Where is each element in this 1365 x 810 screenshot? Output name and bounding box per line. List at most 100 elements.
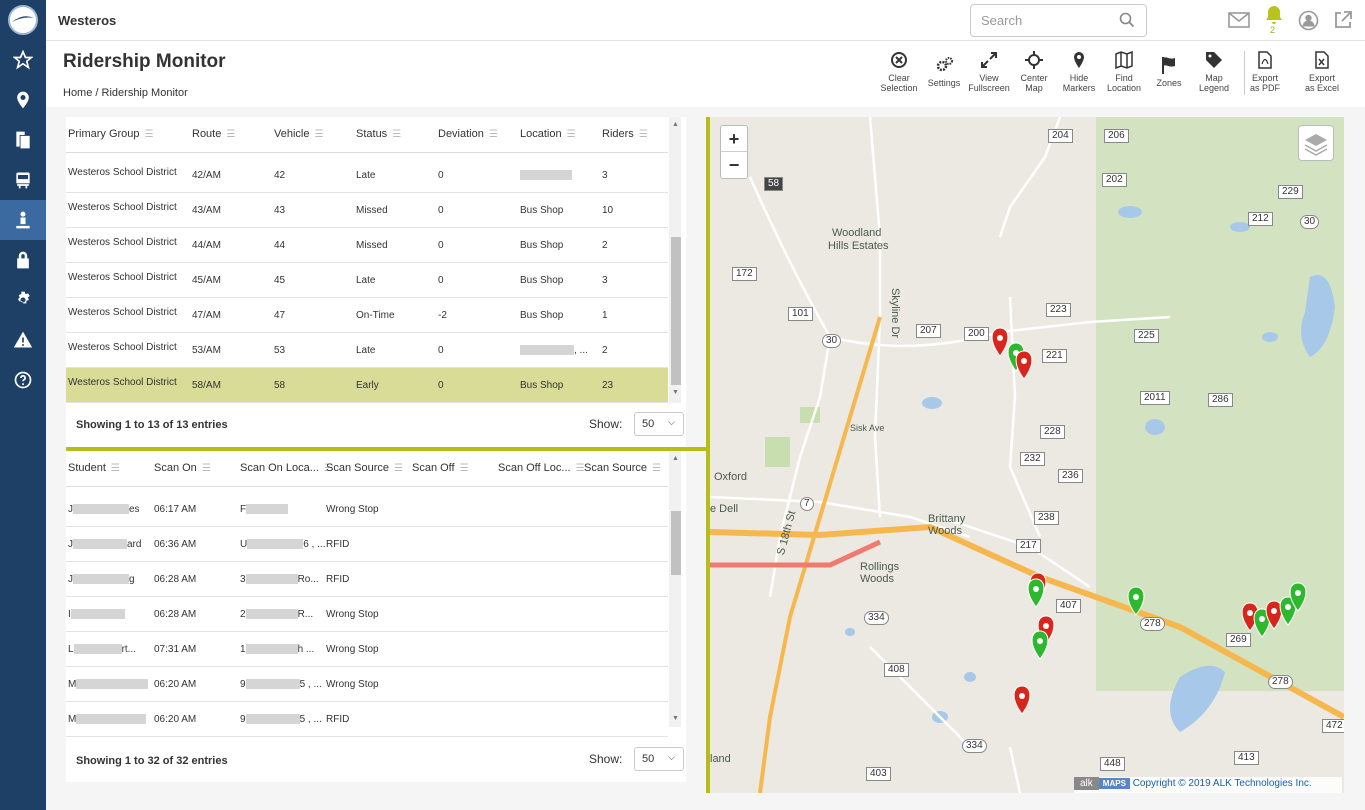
- nav-help[interactable]: [0, 360, 46, 400]
- nav-ridership[interactable]: [0, 200, 46, 240]
- nav-security[interactable]: [0, 240, 46, 280]
- zoom-in-button[interactable]: +: [721, 126, 747, 152]
- toolbar-button-pdf[interactable]: Export as PDF: [1242, 51, 1288, 93]
- column-header[interactable]: Riders ☰: [602, 128, 648, 140]
- map-divider[interactable]: [706, 117, 710, 793]
- nav-bus[interactable]: [0, 160, 46, 200]
- search-icon[interactable]: [1119, 12, 1135, 28]
- sort-icon[interactable]: ☰: [314, 129, 324, 140]
- app-logo[interactable]: [8, 5, 38, 35]
- sort-icon[interactable]: ☰: [144, 129, 154, 140]
- sort-icon[interactable]: ☰: [638, 129, 648, 140]
- students-scrollbar[interactable]: ▲ ▼: [669, 451, 681, 727]
- sort-icon[interactable]: ☰: [392, 129, 402, 140]
- sort-icon[interactable]: ☰: [575, 463, 585, 474]
- column-header[interactable]: Scan Source ☰: [326, 462, 403, 474]
- panel-divider[interactable]: [66, 447, 706, 451]
- table-row[interactable]: I 06:28 AM 2 R... Wrong Stop: [66, 597, 668, 632]
- routes-page-size-select[interactable]: 50 ⌵: [634, 412, 684, 436]
- sort-icon[interactable]: ☰: [110, 463, 120, 474]
- toolbar-button-marker[interactable]: Hide Markers: [1056, 51, 1102, 93]
- sort-icon[interactable]: ☰: [459, 463, 469, 474]
- stop-marker-ok[interactable]: [1279, 596, 1297, 626]
- nav-alerts[interactable]: [0, 320, 46, 360]
- toolbar-button-gears[interactable]: Settings: [921, 56, 967, 88]
- table-row[interactable]: M 06:20 AM 9 5 , ... RFID: [66, 702, 668, 737]
- scroll-up-arrow[interactable]: ▲: [672, 121, 679, 128]
- column-header[interactable]: Route ☰: [192, 128, 235, 140]
- table-row[interactable]: Westeros School District 58/AM 58 Early 0 Bus…: [66, 368, 668, 403]
- map-view[interactable]: Woodland Hills Estates Oxford e Dell Brittan…: [710, 117, 1344, 793]
- scroll-down-arrow[interactable]: ▼: [672, 715, 679, 722]
- stop-marker-ok[interactable]: [1031, 630, 1049, 660]
- scroll-thumb[interactable]: [671, 237, 681, 385]
- column-label: Deviation: [438, 128, 484, 140]
- sort-icon[interactable]: ☰: [201, 463, 211, 474]
- column-header[interactable]: Status ☰: [356, 128, 401, 140]
- table-row[interactable]: Westeros School District 45/AM 45 Late 0 Bus …: [66, 263, 668, 298]
- sort-icon[interactable]: ☰: [488, 129, 498, 140]
- sort-icon[interactable]: ☰: [651, 463, 661, 474]
- nav-settings[interactable]: [0, 280, 46, 320]
- scroll-thumb[interactable]: [671, 511, 681, 575]
- toolbar-button-expand[interactable]: View Fullscreen: [966, 51, 1012, 93]
- map-canvas[interactable]: [710, 117, 1344, 793]
- students-page-size-select[interactable]: 50 ⌵: [634, 747, 684, 771]
- stop-marker-ok[interactable]: [1027, 578, 1045, 608]
- table-row[interactable]: Westeros School District 44/AM 44 Missed 0 Bu…: [66, 228, 668, 263]
- table-row[interactable]: Westeros School District 42/AM 42 Late 0 3: [66, 158, 668, 193]
- column-header[interactable]: Primary Group ☰: [68, 128, 154, 140]
- scroll-down-arrow[interactable]: ▼: [672, 389, 679, 396]
- user-icon[interactable]: [1298, 10, 1319, 31]
- table-row[interactable]: Westeros School District 43/AM 43 Missed 0 Bu…: [66, 193, 668, 228]
- sort-icon[interactable]: ☰: [566, 129, 576, 140]
- mail-icon[interactable]: [1228, 12, 1250, 28]
- stop-marker-late[interactable]: [1013, 685, 1031, 715]
- layers-button[interactable]: [1298, 125, 1334, 161]
- stop-marker-late[interactable]: [1015, 350, 1033, 380]
- table-row[interactable]: Westeros School District 53/AM 53 Late 0 , ..…: [66, 333, 668, 368]
- column-header[interactable]: Vehicle ☰: [274, 128, 323, 140]
- sort-icon[interactable]: ☰: [226, 129, 236, 140]
- table-row[interactable]: M 06:20 AM 9 5 , ... Wrong Stop: [66, 667, 668, 702]
- toolbar-button-tag[interactable]: Map Legend: [1191, 51, 1237, 93]
- toolbar-button-flag[interactable]: Zones: [1146, 56, 1192, 88]
- breadcrumb-home[interactable]: Home: [63, 87, 93, 99]
- toolbar-button-clear[interactable]: Clear Selection: [876, 51, 922, 93]
- column-header[interactable]: Location ☰: [520, 128, 576, 140]
- routes-scrollbar[interactable]: ▲ ▼: [669, 117, 681, 403]
- sort-icon[interactable]: ☰: [393, 463, 403, 474]
- stop-marker-late[interactable]: [991, 327, 1009, 357]
- stop-marker-ok[interactable]: [1127, 586, 1145, 616]
- sort-icon[interactable]: ☰: [323, 463, 333, 474]
- stop-marker-ok[interactable]: [1289, 582, 1307, 612]
- nav-location[interactable]: [0, 80, 46, 120]
- search-input[interactable]: [970, 4, 1147, 37]
- stop-marker-late[interactable]: [1265, 600, 1283, 630]
- external-link-icon[interactable]: [1333, 10, 1353, 30]
- column-header[interactable]: Scan Off ☰: [412, 462, 469, 474]
- copyright-text[interactable]: Copyright © 2019 ALK Technologies Inc.: [1132, 778, 1312, 789]
- scroll-up-arrow[interactable]: ▲: [672, 455, 679, 462]
- toolbar-button-crosshair[interactable]: Center Map: [1011, 51, 1057, 93]
- zoom-out-button[interactable]: −: [728, 155, 740, 175]
- column-header[interactable]: Scan Source ☰: [584, 462, 661, 474]
- nav-documents[interactable]: [0, 120, 46, 160]
- scan-on-cell: 07:31 AM: [154, 644, 197, 655]
- routes-entries-info: Showing 1 to 13 of 13 entries: [76, 419, 228, 431]
- toolbar-button-map[interactable]: Find Location: [1101, 51, 1147, 93]
- bell-icon[interactable]: [1264, 5, 1284, 25]
- column-header[interactable]: Scan Off Loc... ☰: [498, 462, 585, 474]
- column-header[interactable]: Scan On ☰: [154, 462, 211, 474]
- column-header[interactable]: Deviation ☰: [438, 128, 498, 140]
- toolbar-button-excel[interactable]: Export as Excel: [1299, 51, 1345, 93]
- column-header[interactable]: Scan On Loca... ☰: [240, 462, 333, 474]
- column-header[interactable]: Student ☰: [68, 462, 120, 474]
- nav-favorites[interactable]: [0, 40, 46, 80]
- table-row[interactable]: Westeros School District 47/AM 47 On-Time -2…: [66, 298, 668, 333]
- stop-marker-ok[interactable]: [1253, 608, 1271, 638]
